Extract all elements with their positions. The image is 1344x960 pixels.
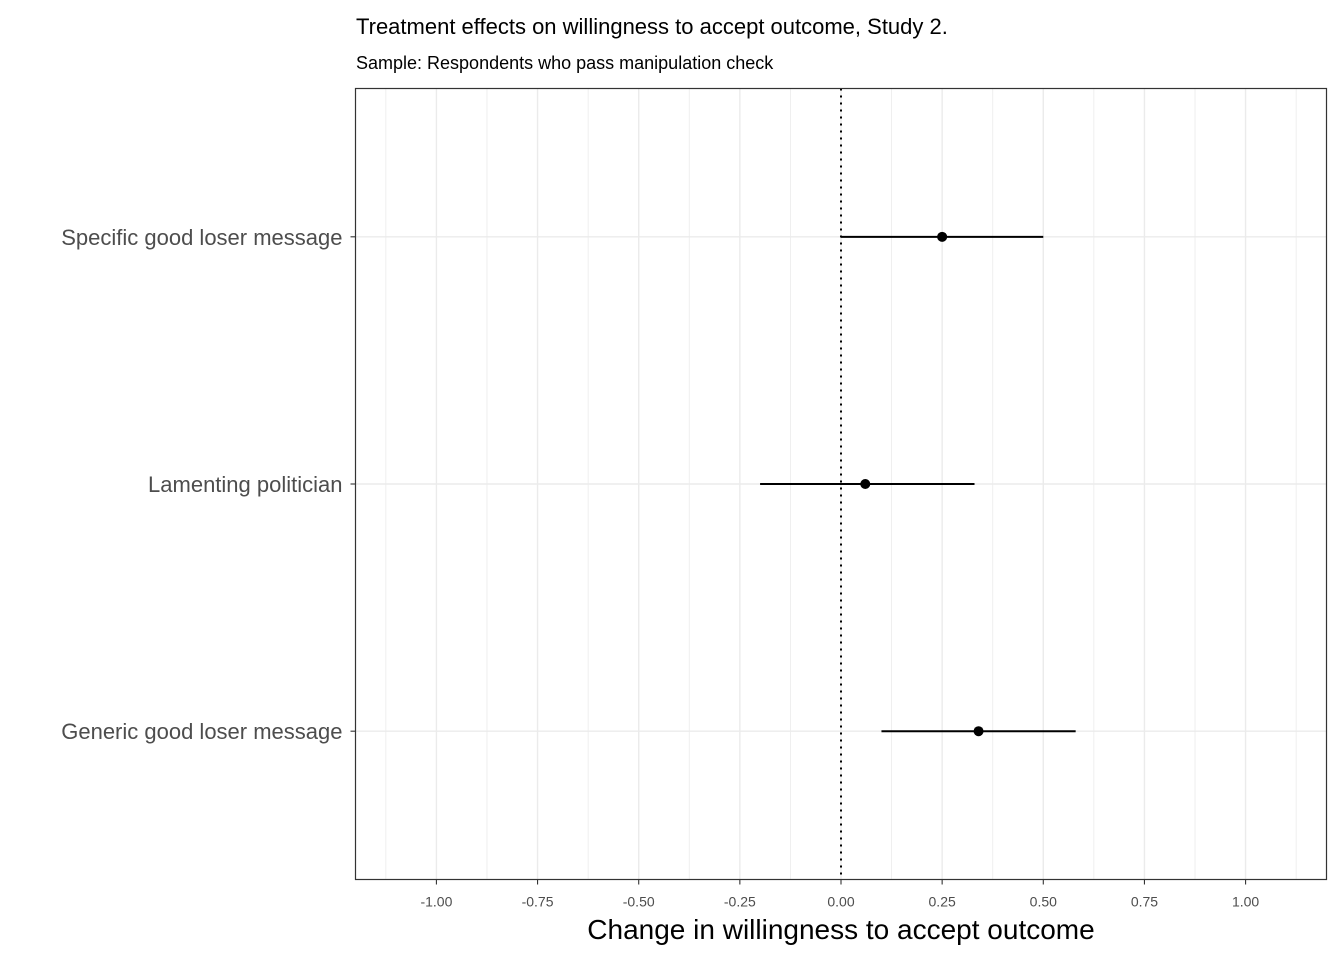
x-axis: -1.00 -0.75 -0.50 -0.25 0.00 0.25 0.50 0.75 1.00 — [420, 879, 1259, 910]
x-tick-label: 0.75 — [1131, 894, 1158, 910]
y-category-label: Generic good loser message — [61, 719, 342, 744]
y-axis: Specific good loser message Lamenting pol… — [61, 225, 356, 744]
x-tick-label: 1.00 — [1232, 894, 1259, 910]
chart-subtitle: Sample: Respondents who pass manipulatio… — [356, 53, 774, 73]
point-estimate — [973, 726, 984, 737]
y-category-label: Specific good loser message — [61, 225, 342, 250]
chart-title: Treatment effects on willingness to acce… — [356, 14, 948, 39]
x-tick-label: 0.50 — [1030, 894, 1057, 910]
point-estimate — [937, 231, 948, 242]
x-axis-title: Change in willingness to accept outcome — [587, 914, 1094, 945]
x-tick-label: -0.25 — [724, 894, 756, 910]
x-tick-label: -0.50 — [623, 894, 655, 910]
point-estimate — [860, 479, 871, 489]
x-tick-label: 0.00 — [827, 894, 854, 910]
points — [860, 231, 984, 737]
y-category-label: Lamenting politician — [148, 472, 342, 497]
x-tick-label: -1.00 — [420, 894, 452, 910]
x-tick-label: 0.25 — [929, 894, 956, 910]
x-tick-label: -0.75 — [522, 894, 554, 910]
grid-major — [355, 88, 1327, 880]
